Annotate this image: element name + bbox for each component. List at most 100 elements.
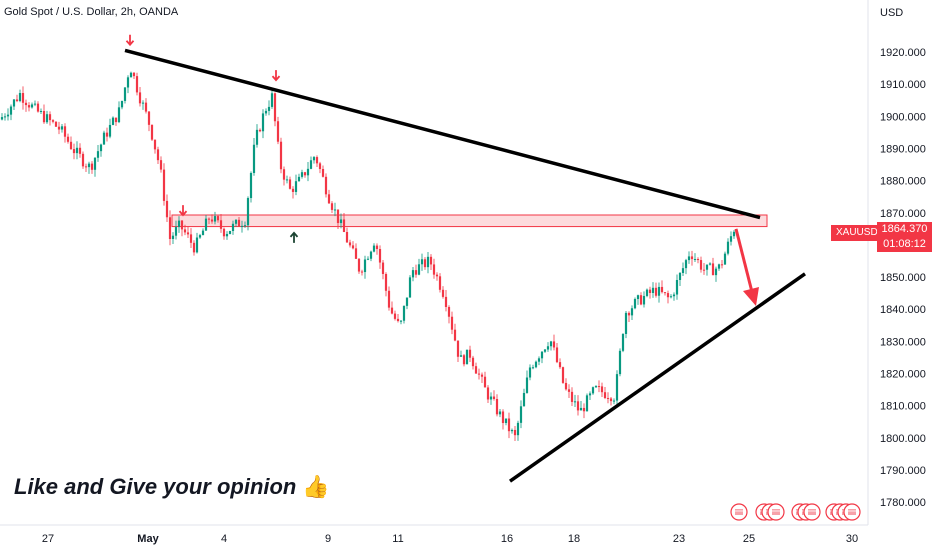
candle-body	[387, 290, 391, 308]
resistance-zone	[171, 214, 768, 228]
y-axis[interactable]: 1920.000 1910.000 1900.000 1890.000 1880.000…	[880, 47, 926, 509]
candle-body	[693, 259, 697, 261]
candle-body	[225, 233, 229, 237]
candle-body	[699, 260, 703, 270]
candle-body	[501, 411, 505, 424]
candle-body	[33, 103, 37, 105]
candle-body	[342, 219, 346, 232]
candle-body	[612, 400, 616, 402]
candle-body	[285, 179, 289, 181]
candle-body	[180, 220, 184, 230]
candle-body	[234, 219, 238, 224]
candle-body	[732, 231, 736, 237]
economic-event-flag-icon[interactable]	[767, 503, 785, 521]
candle-body	[432, 264, 436, 275]
candle-body	[246, 198, 250, 226]
economic-event-flag-icon[interactable]	[843, 503, 861, 521]
candle-body	[267, 106, 271, 111]
x-tick-label: 16	[501, 533, 513, 545]
arrow-down-icon	[271, 70, 281, 82]
candle-body	[363, 259, 367, 273]
candle-body	[663, 292, 667, 294]
symbol-title[interactable]: Gold Spot / U.S. Dollar, 2h, OANDA	[4, 6, 179, 18]
candle-body	[420, 259, 424, 265]
currency-label[interactable]: USD	[880, 7, 904, 19]
y-tick-label: 1810.000	[880, 401, 926, 413]
candle-body	[681, 268, 685, 273]
candle-body	[102, 132, 106, 145]
candle-body	[15, 99, 19, 102]
candle-body	[177, 220, 181, 228]
candle-body	[411, 270, 415, 278]
candle-body	[678, 272, 682, 280]
x-tick-label: 9	[325, 533, 331, 545]
candle-body	[96, 151, 100, 158]
candle-body	[321, 168, 325, 177]
x-tick-label: 30	[846, 533, 858, 545]
candle-body	[315, 157, 319, 164]
candle-body	[12, 99, 16, 107]
candle-body	[174, 227, 178, 236]
candle-body	[636, 295, 640, 300]
candle-body	[330, 203, 334, 210]
candle-body	[18, 93, 22, 102]
candle-body	[291, 188, 295, 192]
candle-body	[486, 387, 490, 400]
x-axis[interactable]: 27 May 4 9 11 16 18 23 25 30	[0, 524, 868, 545]
candle-body	[645, 289, 649, 296]
candle-body	[639, 295, 643, 305]
candle-body	[0, 117, 4, 120]
economic-event-flag-icon[interactable]	[730, 503, 748, 521]
candle-body	[72, 149, 76, 154]
candle-body	[276, 121, 280, 142]
candle-body	[519, 406, 523, 423]
economic-event-flag-icon[interactable]	[803, 503, 821, 521]
candle-body	[549, 341, 553, 347]
candle-body	[288, 179, 292, 189]
x-tick-label: 11	[392, 533, 403, 545]
candle-body	[630, 308, 634, 316]
trendline-support[interactable]	[508, 272, 807, 483]
candle-body	[336, 209, 340, 224]
candle-body	[318, 163, 322, 169]
candle-body	[642, 295, 646, 305]
candle-body	[258, 129, 262, 132]
candle-body	[261, 113, 265, 132]
candle-body	[570, 391, 574, 402]
candle-body	[489, 396, 493, 400]
x-tick-label: 27	[42, 533, 54, 545]
projection-arrow	[734, 228, 759, 306]
candle-body	[357, 258, 361, 272]
candle-body	[651, 287, 655, 293]
candle-body	[534, 361, 538, 368]
candle-body	[360, 271, 364, 273]
candle-body	[48, 114, 52, 121]
candle-body	[54, 121, 58, 127]
candle-body	[159, 160, 163, 170]
candle-body	[87, 163, 91, 168]
candle-body	[255, 129, 259, 145]
candle-body	[120, 100, 124, 108]
candle-body	[138, 92, 142, 104]
candle-body	[525, 377, 529, 393]
candle-body	[537, 358, 541, 362]
candle-body	[438, 276, 442, 290]
candle-body	[408, 277, 412, 298]
candle-body	[222, 228, 226, 237]
event-flags[interactable]	[730, 503, 861, 521]
trendline-resistance[interactable]	[124, 48, 761, 220]
y-tick-label: 1830.000	[880, 336, 926, 348]
candle-body	[600, 386, 604, 393]
caption: Like and Give your opinion 👍	[14, 474, 330, 500]
y-tick-label: 1800.000	[880, 433, 926, 445]
candle-body	[582, 407, 586, 412]
candle-body	[543, 349, 547, 352]
y-tick-label: 1880.000	[880, 176, 926, 188]
candle-body	[657, 286, 661, 296]
candle-body	[189, 234, 193, 243]
candle-body	[471, 357, 475, 367]
candle-body	[690, 256, 694, 260]
candle-body	[717, 264, 721, 269]
candle-body	[81, 153, 85, 167]
